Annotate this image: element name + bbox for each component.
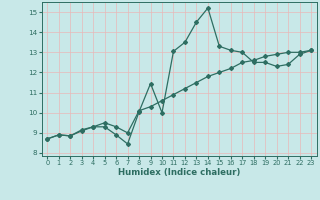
- X-axis label: Humidex (Indice chaleur): Humidex (Indice chaleur): [118, 168, 240, 177]
